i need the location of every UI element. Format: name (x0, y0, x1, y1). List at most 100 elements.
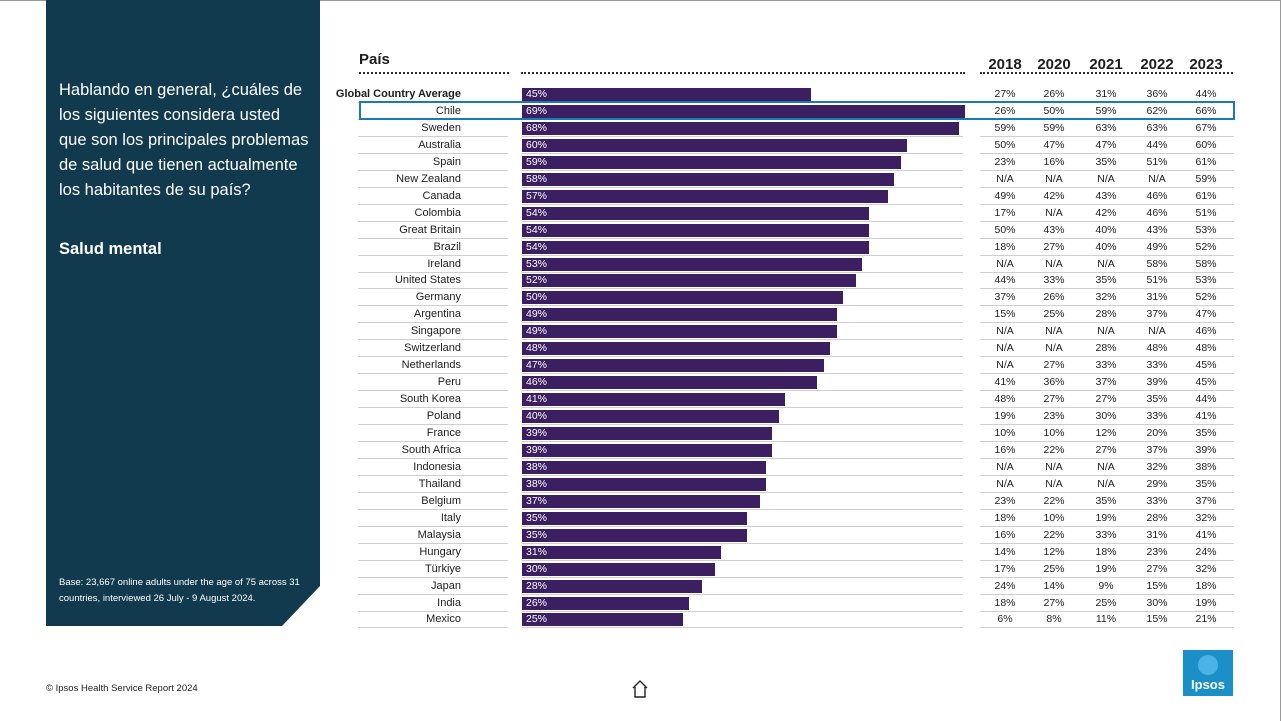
row-divider (522, 457, 963, 459)
row-divider (522, 576, 963, 578)
row-divider (358, 322, 508, 324)
year-value-2021: 27% (1095, 393, 1117, 406)
row-divider (980, 441, 1234, 442)
year-value-2020: 8% (1046, 613, 1062, 626)
bar: 39% (522, 427, 773, 440)
year-value-2020: 22% (1043, 443, 1065, 456)
year-value-2020: N/A (1045, 460, 1063, 473)
row-divider (358, 220, 508, 222)
row-divider (358, 373, 508, 375)
country-label: Peru (437, 376, 461, 389)
row-divider (522, 424, 963, 426)
row-divider (980, 508, 1234, 510)
row-divider (358, 576, 508, 578)
row-divider (522, 441, 963, 442)
row-divider (980, 610, 1234, 612)
year-value-2021: N/A (1097, 325, 1115, 338)
year-value-2021: 63% (1095, 121, 1117, 134)
year-value-2023: 32% (1195, 562, 1217, 575)
bar-value-label: 58% (526, 172, 548, 185)
country-label: Indonesia (413, 460, 461, 473)
bar-value-label: 25% (526, 613, 548, 626)
year-value-2018: N/A (996, 359, 1014, 372)
bar-value-label: 45% (526, 88, 548, 100)
country-label: Poland (426, 410, 461, 423)
chart-row: Indonesia 38% N/A N/A N/A 32% 38% (358, 459, 1234, 476)
chart-row: Sweden 68% 59% 59% 63% 63% 67% (358, 120, 1234, 137)
row-divider (980, 576, 1234, 578)
year-value-2020: 27% (1043, 393, 1065, 406)
year-value-2020: N/A (1045, 257, 1063, 270)
year-value-2022: 46% (1146, 206, 1168, 219)
row-divider (358, 152, 508, 154)
year-value-2020: N/A (1045, 342, 1063, 355)
year-value-2021: 12% (1095, 427, 1117, 439)
row-divider (522, 305, 963, 307)
row-divider (980, 254, 1234, 256)
row-divider (980, 390, 1234, 392)
bar-value-label: 38% (526, 460, 548, 473)
bar: 48% (522, 342, 831, 356)
row-divider (522, 525, 963, 527)
year-value-2022: 63% (1146, 121, 1168, 134)
year-value-2018: 18% (994, 240, 1016, 253)
year-value-2020: 27% (1043, 359, 1065, 372)
bar: 39% (522, 443, 773, 457)
year-value-2021: N/A (1097, 257, 1115, 270)
year-value-2021: 25% (1095, 596, 1117, 609)
country-label: Australia (418, 138, 461, 151)
year-value-2018: N/A (996, 325, 1014, 338)
chart-row: Great Britain 54% 50% 43% 40% 43% 53% (358, 222, 1234, 239)
year-value-2018: 44% (994, 274, 1016, 287)
year-value-2023: 37% (1195, 494, 1217, 507)
year-value-2022: 31% (1146, 291, 1168, 304)
base-note: Base: 23,667 online adults under the age… (59, 577, 300, 604)
year-value-2021: 43% (1095, 189, 1117, 202)
country-header-dotted-line (359, 72, 509, 74)
row-divider (980, 457, 1234, 459)
chart-row: Ireland 53% N/A N/A N/A 58% 58% (358, 256, 1234, 273)
year-value-2020: N/A (1045, 206, 1063, 219)
country-label: United States (394, 274, 461, 287)
bar-value-label: 47% (526, 359, 548, 372)
country-label: Brazil (433, 240, 461, 253)
country-label: Switzerland (404, 342, 461, 355)
bar-header-dotted-line (521, 72, 965, 74)
year-value-2021: 30% (1095, 410, 1117, 423)
year-value-2018: N/A (996, 172, 1014, 185)
year-value-2018: 48% (994, 393, 1016, 406)
country-label: Colombia (414, 206, 461, 219)
chart-row: Malaysia 35% 16% 22% 33% 31% 41% (358, 527, 1234, 544)
country-label: Türkiye (424, 562, 461, 575)
row-divider (358, 339, 508, 341)
year-value-2021: 35% (1095, 494, 1117, 507)
bar-value-label: 39% (526, 443, 548, 456)
row-divider (980, 237, 1234, 239)
survey-question: Hablando en general, ¿cuáles de los sigu… (59, 81, 309, 199)
bar: 58% (522, 172, 895, 186)
bar-value-label: 54% (526, 240, 548, 253)
row-divider (358, 254, 508, 256)
year-value-2018: N/A (996, 460, 1014, 473)
country-label: Ireland (427, 257, 461, 270)
year-value-2022: 62% (1146, 104, 1168, 117)
bar-value-label: 39% (526, 427, 548, 439)
bar: 35% (522, 511, 747, 525)
year-header-2022: 2022 (1140, 56, 1174, 73)
bar: 35% (522, 528, 747, 542)
year-value-2020: N/A (1045, 172, 1063, 185)
chart-row: Colombia 54% 17% N/A 42% 46% 51% (358, 205, 1234, 222)
chart-row: Singapore 49% N/A N/A N/A N/A 46% (358, 323, 1234, 341)
year-value-2023: 59% (1195, 172, 1217, 185)
chart-row: Poland 40% 19% 23% 30% 33% 41% (358, 408, 1234, 426)
year-value-2023: 19% (1195, 596, 1217, 609)
year-value-2018: N/A (996, 477, 1014, 490)
year-value-2022: 32% (1146, 460, 1168, 473)
year-value-2023: 44% (1195, 88, 1217, 100)
row-divider (980, 186, 1234, 188)
row-divider (522, 407, 963, 409)
chart-row: France 39% 10% 10% 12% 20% 35% (358, 425, 1234, 442)
bar-value-label: 52% (526, 274, 548, 287)
home-icon[interactable] (630, 679, 650, 699)
chart-row: Japan 28% 24% 14% 9% 15% 18% (358, 578, 1234, 595)
